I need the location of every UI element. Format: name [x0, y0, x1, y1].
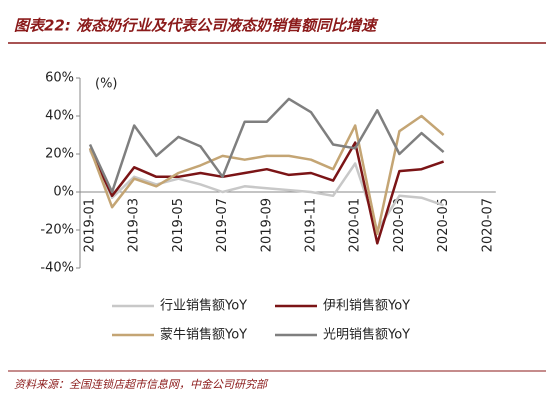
series-line: [88, 114, 445, 236]
y-tick-label: 60%: [45, 71, 74, 86]
legend-label: 伊利销售额YoY: [323, 298, 410, 314]
y-tick-label: 0%: [53, 185, 74, 200]
x-tick-label: 2019-11: [304, 198, 319, 252]
x-tick-label: 2019-03: [127, 198, 142, 252]
legend-label: 行业销售额YoY: [160, 298, 247, 314]
y-tick-label: -40%: [40, 261, 74, 276]
y-unit: (%): [95, 77, 118, 92]
series-line: [88, 97, 445, 194]
y-tick-label: 40%: [45, 109, 74, 124]
x-tick-label: 2019-05: [171, 198, 186, 252]
x-tick-label: 2020-07: [480, 198, 495, 252]
x-tick-label: 2020-05: [436, 198, 451, 252]
legend-label: 蒙牛销售额YoY: [160, 327, 247, 343]
x-tick-label: 2019-07: [215, 198, 230, 252]
series-line: [88, 141, 445, 245]
legend-label: 光明销售额YoY: [323, 327, 410, 343]
x-tick-label: 2020-03: [392, 198, 407, 252]
y-tick-label: -20%: [40, 223, 74, 238]
x-tick-label: 2020-01: [348, 198, 363, 252]
chart-title: 图表22: 液态奶行业及代表公司液态奶销售额同比增速: [14, 17, 379, 35]
x-tick-label: 2019-01: [83, 198, 98, 252]
x-tick-label: 2019-09: [259, 198, 274, 252]
y-tick-label: 20%: [45, 147, 74, 162]
source: 资料来源：全国连锁店超市信息网，中金公司研究部: [14, 378, 269, 391]
